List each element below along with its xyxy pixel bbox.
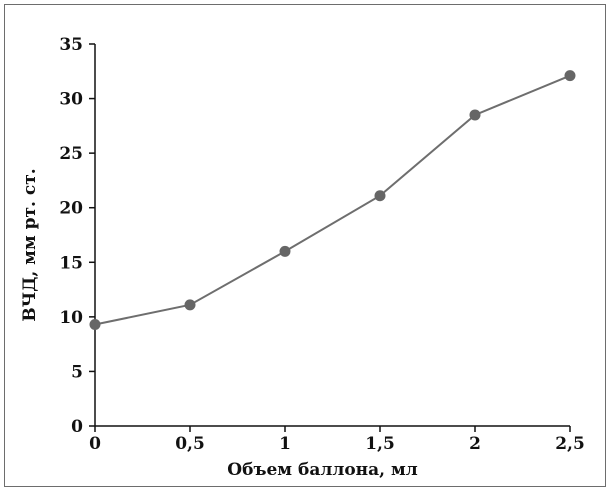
data-point [184, 299, 196, 311]
x-tick-label: 0 [89, 434, 101, 454]
data-point [374, 190, 386, 202]
x-tick-label: 1,5 [365, 434, 395, 454]
y-tick-label: 5 [71, 362, 83, 382]
data-point [279, 245, 291, 257]
series-group [89, 70, 576, 330]
data-point [89, 318, 101, 330]
y-tick-label: 10 [59, 308, 83, 328]
x-ticks: 0 0,5 1 1,5 2 2,5 [89, 426, 585, 454]
y-tick-label: 25 [59, 144, 83, 164]
y-tick-label: 20 [59, 199, 83, 219]
x-tick-label: 0,5 [175, 434, 205, 454]
y-tick-label: 15 [59, 253, 83, 273]
y-tick-label: 0 [71, 417, 83, 437]
y-tick-label: 30 [59, 90, 83, 110]
series-line [94, 74, 571, 326]
y-ticks: 0 5 10 15 20 25 30 35 [59, 35, 95, 437]
x-tick-label: 1 [279, 434, 291, 454]
axes [94, 44, 570, 427]
x-axis-title: Объем баллона, мл [227, 460, 417, 480]
y-tick-label: 35 [59, 35, 83, 55]
chart-frame: 0 5 10 15 20 25 30 35 0 0,5 1 1,5 2 2,5 Объем баллон… [4, 4, 606, 487]
data-point [469, 109, 481, 121]
y-axis-title: ВЧД, мм рт. ст. [20, 168, 40, 321]
x-tick-label: 2,5 [555, 434, 585, 454]
line-chart: 0 5 10 15 20 25 30 35 0 0,5 1 1,5 2 2,5 Объем баллон… [20, 35, 585, 480]
data-point [564, 70, 576, 82]
x-tick-label: 2 [469, 434, 481, 454]
